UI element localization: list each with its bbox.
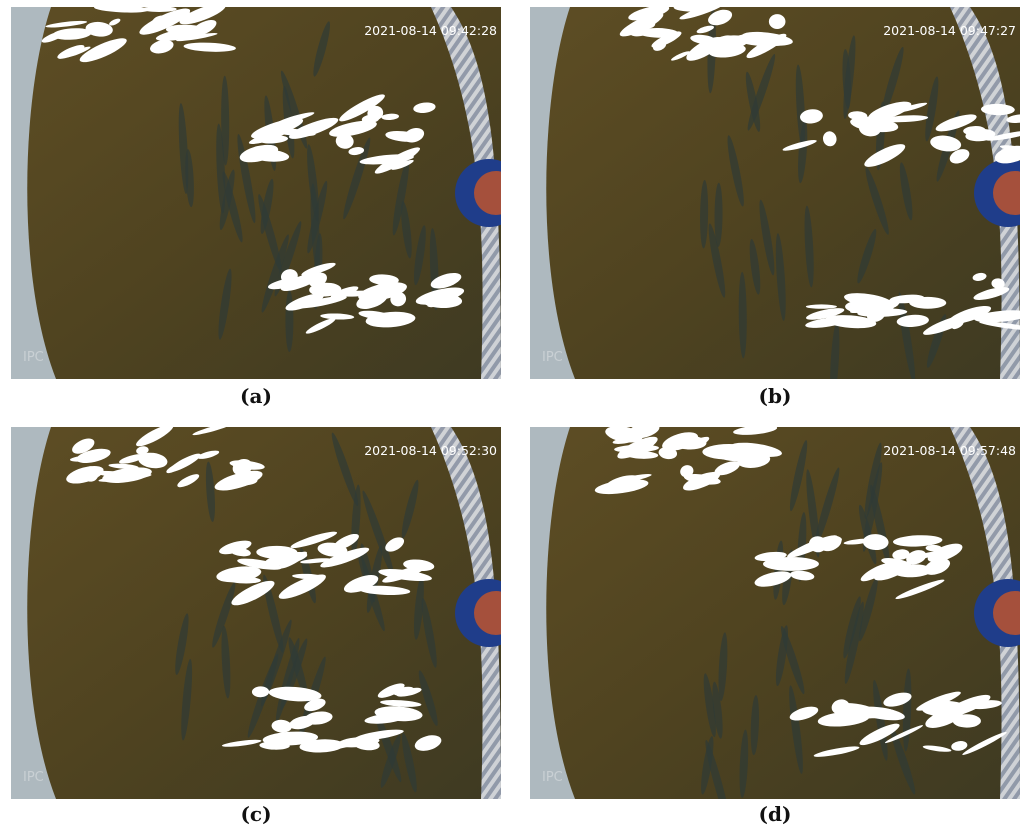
timestamp: 2021-08-14 09:57:48	[883, 443, 1016, 458]
watermark: IPC	[23, 350, 44, 365]
timestamp: 2021-08-14 09:47:27	[883, 23, 1016, 38]
caption: (d)	[530, 802, 1020, 826]
caption: (c)	[11, 802, 501, 826]
timestamp: 2021-08-14 09:52:30	[364, 443, 497, 458]
caption: (b)	[530, 384, 1020, 408]
glare	[909, 297, 946, 309]
glare	[806, 304, 837, 308]
photo-panel: 2021-08-14 09:47:27 IPC	[530, 7, 1020, 379]
photo-panel: 2021-08-14 09:52:30 IPC	[11, 427, 501, 799]
caption: (a)	[11, 384, 501, 408]
figure: 2021-08-14 09:42:28 IPC 2021-08-14 09:47:…	[0, 0, 1027, 829]
watermark: IPC	[23, 770, 44, 785]
photo-panel: 2021-08-14 09:42:28 IPC	[11, 7, 501, 379]
watermark: IPC	[542, 770, 563, 785]
fish	[285, 290, 293, 352]
timestamp: 2021-08-14 09:42:28	[364, 23, 497, 38]
water	[27, 7, 501, 379]
photo-panel: 2021-08-14 09:57:48 IPC	[530, 427, 1020, 799]
watermark: IPC	[542, 350, 563, 365]
